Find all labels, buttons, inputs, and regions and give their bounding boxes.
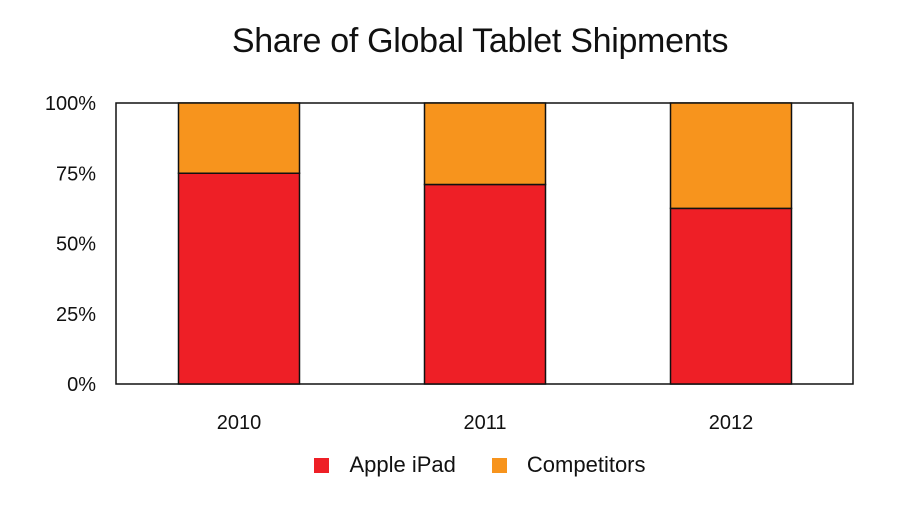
bar-segment-competitors-2010 xyxy=(177,102,301,174)
y-tick-label-100: 100% xyxy=(45,93,96,115)
legend-item-competitors: Competitors xyxy=(491,452,646,478)
x-axis-ticks: 2010 2011 2012 xyxy=(217,412,754,434)
legend: Apple iPad Competitors xyxy=(0,452,913,478)
bar-segment-apple-ipad-2011 xyxy=(423,183,547,385)
bar-segment-apple-ipad-2012 xyxy=(669,207,793,385)
y-tick-label-50: 50% xyxy=(56,234,96,256)
legend-label-competitors: Competitors xyxy=(526,452,646,477)
y-tick-label-75: 75% xyxy=(56,163,96,185)
bar-segment-competitors-2012 xyxy=(669,102,793,210)
legend-item-apple-ipad: Apple iPad xyxy=(314,452,456,478)
x-tick-label-2011: 2011 xyxy=(463,412,506,434)
legend-swatch-competitors xyxy=(491,457,507,473)
y-tick-label-0: 0% xyxy=(67,374,96,396)
legend-label-apple-ipad: Apple iPad xyxy=(349,452,456,477)
x-tick-label-2012: 2012 xyxy=(709,412,754,434)
x-tick-label-2010: 2010 xyxy=(217,412,262,434)
bar-segment-competitors-2011 xyxy=(423,102,547,186)
y-tick-label-25: 25% xyxy=(56,304,96,326)
bars xyxy=(177,102,793,385)
y-axis-ticks: 0% 25% 50% 75% 100% xyxy=(45,93,96,396)
bar-segment-apple-ipad-2010 xyxy=(177,172,301,385)
legend-swatch-apple-ipad xyxy=(314,457,330,473)
chart-title: Share of Global Tablet Shipments xyxy=(231,22,729,60)
